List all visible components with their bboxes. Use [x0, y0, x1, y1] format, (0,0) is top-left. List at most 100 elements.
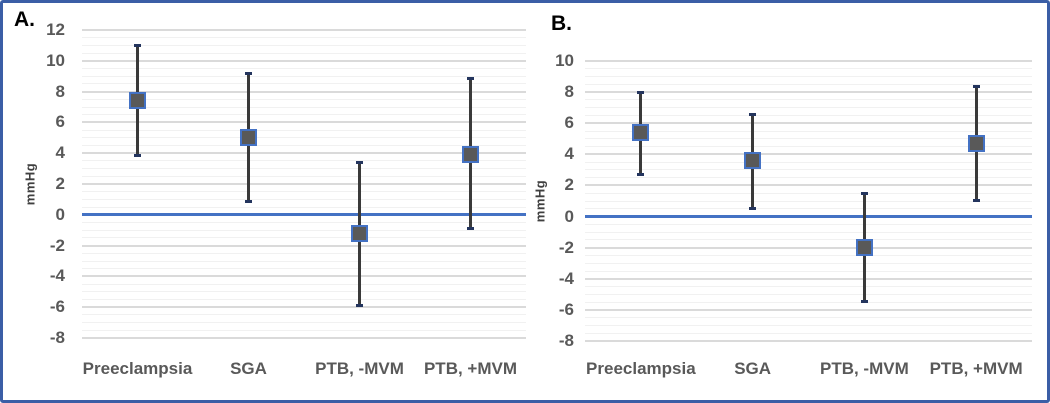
major-gridline	[82, 29, 526, 31]
minor-gridline	[585, 169, 1032, 171]
category-label: Preeclampsia	[82, 359, 193, 378]
minor-gridline	[585, 68, 1032, 70]
major-gridline	[82, 337, 526, 339]
error-bar-cap-top	[134, 44, 141, 48]
y-tick-label: 6	[55, 112, 65, 132]
minor-gridline	[82, 222, 526, 223]
error-bar-cap-bottom	[245, 200, 252, 204]
y-tick-label: 2	[564, 175, 574, 195]
major-gridline	[82, 59, 526, 62]
y-tick-label: -4	[558, 268, 574, 288]
data-point-marker	[632, 124, 650, 142]
category-label: PTB, +MVM	[423, 359, 518, 378]
major-gridline	[585, 340, 1032, 342]
minor-gridline	[585, 293, 1032, 295]
minor-gridline	[585, 83, 1032, 85]
minor-gridline	[82, 175, 526, 177]
minor-gridline	[585, 270, 1032, 272]
major-gridline	[585, 91, 1032, 94]
minor-gridline	[585, 208, 1032, 210]
minor-gridline	[585, 301, 1032, 303]
minor-gridline	[82, 260, 526, 262]
minor-gridline	[82, 160, 526, 162]
minor-gridline	[82, 106, 526, 108]
y-tick-label: 4	[55, 143, 65, 163]
category-label: Preeclampsia	[586, 359, 696, 378]
data-point-marker	[462, 146, 479, 164]
minor-gridline	[585, 231, 1032, 233]
y-tick-label: 2	[55, 174, 65, 193]
major-gridline	[82, 121, 526, 124]
panel-a-letter: A.	[14, 8, 35, 31]
error-bar-cap-bottom	[356, 303, 363, 307]
major-gridline	[82, 183, 526, 185]
data-point-marker	[351, 224, 368, 242]
minor-gridline	[585, 286, 1032, 288]
y-tick-label: -6	[558, 299, 574, 319]
major-gridline	[82, 275, 526, 278]
minor-gridline	[82, 68, 526, 69]
major-gridline	[82, 90, 526, 93]
data-point-marker	[855, 239, 873, 257]
data-point-marker	[129, 92, 146, 110]
minor-gridline	[585, 317, 1032, 319]
error-bar-cap-bottom	[972, 199, 980, 202]
panel-b-letter: B.	[551, 12, 572, 35]
minor-gridline	[82, 168, 526, 170]
category-label: SGA	[734, 359, 772, 378]
minor-gridline	[82, 145, 526, 146]
zero-reference-line	[82, 213, 526, 217]
minor-gridline	[585, 192, 1032, 194]
minor-gridline	[585, 324, 1032, 326]
minor-gridline	[585, 161, 1032, 163]
minor-gridline	[82, 237, 526, 239]
zero-reference-line	[585, 215, 1032, 219]
error-bar-cap-top	[637, 91, 645, 95]
minor-gridline	[82, 37, 526, 39]
major-gridline	[585, 184, 1032, 187]
minor-gridline	[82, 329, 526, 331]
minor-gridline	[585, 99, 1032, 101]
minor-gridline	[82, 322, 526, 324]
minor-gridline	[82, 191, 526, 193]
y-tick-label: 0	[55, 204, 65, 224]
minor-gridline	[82, 198, 526, 200]
major-gridline	[585, 308, 1032, 311]
y-tick-label: 0	[564, 206, 574, 226]
y-tick-label: 12	[46, 20, 65, 39]
minor-gridline	[82, 52, 526, 54]
error-bar-cap-top	[356, 161, 363, 165]
minor-gridline	[82, 129, 526, 131]
major-gridline	[585, 122, 1032, 125]
minor-gridline	[82, 98, 526, 100]
minor-gridline	[585, 332, 1032, 334]
minor-gridline	[585, 107, 1032, 109]
minor-gridline	[585, 177, 1032, 179]
y-tick-label: 8	[55, 81, 65, 101]
minor-gridline	[82, 252, 526, 254]
major-gridline	[585, 277, 1032, 280]
minor-gridline	[82, 229, 526, 231]
minor-gridline	[82, 83, 526, 85]
y-tick-label: 10	[555, 51, 574, 70]
major-gridline	[585, 153, 1032, 156]
major-gridline	[82, 152, 526, 155]
minor-gridline	[82, 75, 526, 77]
y-tick-label: -2	[558, 237, 574, 257]
minor-gridline	[585, 146, 1032, 148]
minor-gridline	[82, 283, 526, 285]
category-label: PTB, -MVM	[315, 359, 404, 378]
data-point-marker	[967, 134, 985, 152]
error-bar-cap-bottom	[637, 172, 645, 176]
minor-gridline	[82, 44, 526, 46]
minor-gridline	[585, 114, 1032, 116]
y-tick-label: -8	[558, 331, 574, 350]
minor-gridline	[585, 200, 1032, 202]
minor-gridline	[585, 262, 1032, 264]
category-label: PTB, -MVM	[819, 359, 909, 378]
minor-gridline	[82, 206, 526, 208]
category-label: PTB, +MVM	[929, 359, 1023, 378]
error-bar-cap-bottom	[749, 206, 757, 210]
major-gridline	[82, 244, 526, 247]
data-point-marker	[744, 152, 762, 170]
